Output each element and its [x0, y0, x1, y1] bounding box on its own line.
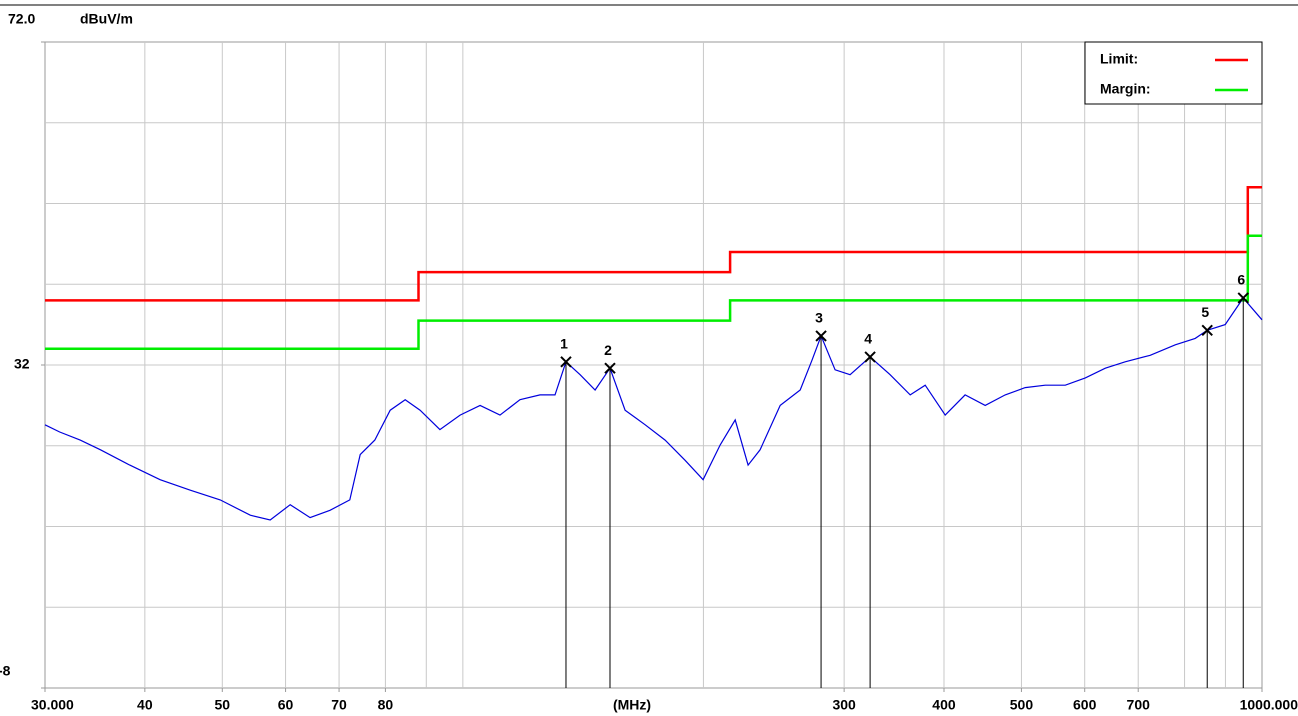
trace-line [44, 297, 1263, 521]
marker-label: 2 [604, 342, 612, 358]
y-tick-label: 72.0 [8, 11, 35, 27]
x-tick-label: 300 [832, 697, 856, 713]
legend-items: Limit: Margin: [1100, 51, 1248, 97]
marker-cross [1201, 324, 1213, 336]
x-tick-label: 80 [378, 697, 394, 713]
series-layer [44, 186, 1263, 521]
marker-cross [1237, 292, 1249, 304]
x-tick-label: 70 [331, 697, 347, 713]
grid: 30.000 40 50 60 70 80 300 400 500 600 700 1000.000 7… [0, 11, 1298, 713]
marker-cross [815, 330, 827, 342]
y-unit: dBuV/m [80, 11, 133, 27]
marker-cross [864, 351, 876, 363]
x-tick-label: 700 [1127, 697, 1151, 713]
x-tick-label: 50 [215, 697, 231, 713]
marker-label: 4 [864, 331, 872, 347]
x-tick-label: 30.000 [31, 697, 74, 713]
x-unit: (MHz) [613, 697, 651, 713]
y-tick-label: -8 [0, 663, 11, 679]
x-tick-label: 40 [137, 697, 153, 713]
marker-layer: 1 2 3 4 5 6 [560, 272, 1249, 688]
marker-cross [560, 356, 572, 368]
x-tick-label: 400 [932, 697, 956, 713]
marker-cross [604, 362, 616, 374]
y-tick-label: 32 [14, 356, 30, 372]
legend-label: Limit: [1100, 51, 1138, 67]
limit-line [45, 186, 1262, 302]
x-tick-label: 60 [278, 697, 294, 713]
legend [1084, 41, 1263, 105]
legend-label: Margin: [1100, 81, 1151, 97]
x-tick-label: 600 [1073, 697, 1097, 713]
marker-label: 1 [560, 335, 568, 351]
marker-label: 6 [1237, 272, 1245, 288]
marker-label: 3 [815, 310, 823, 326]
limit-line [45, 234, 1262, 351]
x-tick-label: 1000.000 [1240, 697, 1298, 713]
x-tick-label: 500 [1010, 697, 1034, 713]
marker-label: 5 [1201, 304, 1209, 320]
